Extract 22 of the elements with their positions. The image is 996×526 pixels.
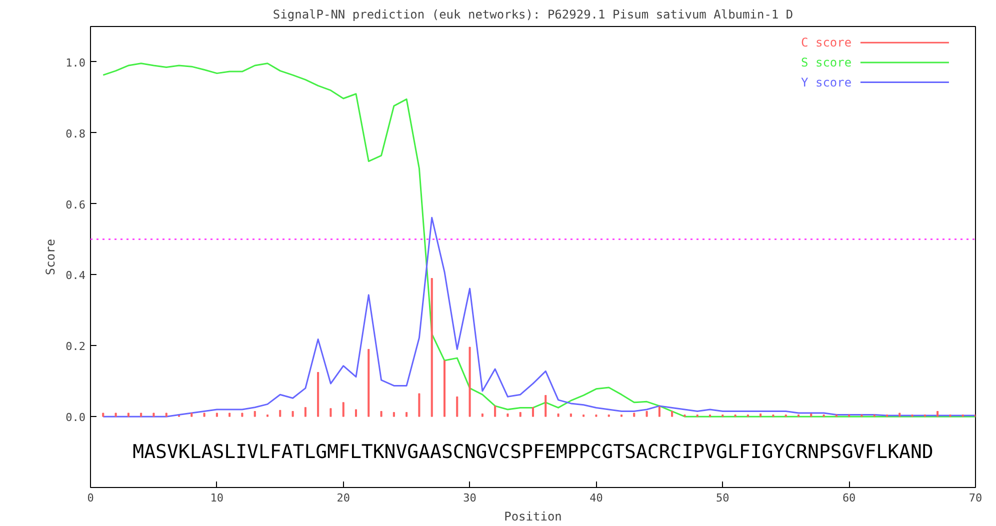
x-tick-label: 0 <box>87 492 94 504</box>
y-tick-label: 1.0 <box>66 56 86 70</box>
x-tick-label: 30 <box>463 492 476 504</box>
y-tick-label: 0.8 <box>66 127 86 140</box>
x-tick-label: 10 <box>210 492 224 504</box>
x-axis-title: Position <box>504 510 562 524</box>
x-tick-label: 40 <box>590 492 603 504</box>
x-tick-label: 20 <box>336 492 350 504</box>
text: C score <box>801 36 852 50</box>
y-tick-label: 0.2 <box>66 340 86 354</box>
annotation: MASVKLASLIVLFATLGMFLTKNVGAASCNGVCSPFEMPPCGTSACRCIPVGLFIGYCRNPSGVFLKAND <box>132 441 934 464</box>
text: S score <box>801 55 852 70</box>
y-tick-label: 0.4 <box>66 269 86 282</box>
x-tick-label: 70 <box>968 492 982 504</box>
chart-title: SignalP-NN prediction (euk networks): P62929.1 Pisum sativum Albumin-1 D <box>272 8 794 22</box>
line-series <box>102 216 976 418</box>
x-tick-label: 60 <box>842 492 856 504</box>
text: Y score <box>801 75 852 90</box>
x-tick-label: 50 <box>716 492 730 504</box>
y-tick-label: 0.6 <box>66 198 86 212</box>
y-tick-label: 0.0 <box>66 411 86 424</box>
y-axis-title: Score <box>44 238 58 276</box>
